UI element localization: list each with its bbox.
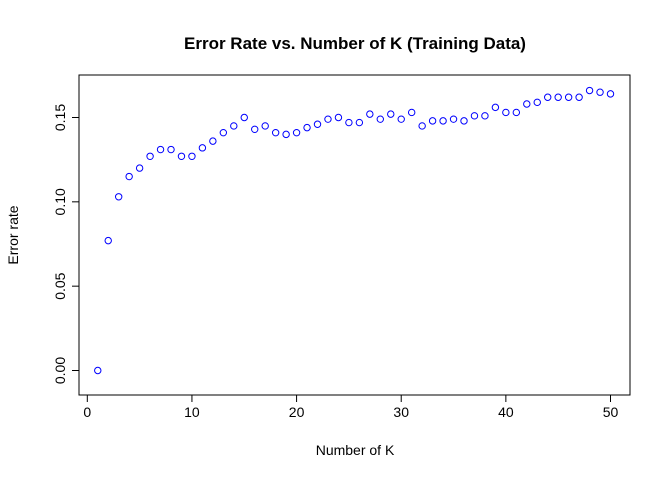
data-point (554, 93, 562, 101)
data-point (114, 193, 123, 201)
x-tick-label: 50 (603, 404, 619, 420)
data-point (407, 108, 416, 117)
data-point (156, 145, 165, 154)
data-point (292, 128, 301, 137)
data-point (596, 88, 604, 96)
data-point (460, 117, 468, 125)
data-point (313, 120, 322, 128)
y-axis: 0.00 0.05 0.10 0.15 (52, 104, 80, 384)
data-point (125, 172, 133, 181)
data-point (104, 236, 112, 245)
data-point (606, 90, 615, 98)
data-point (366, 110, 374, 118)
data-point (387, 110, 395, 118)
x-tick-label: 30 (393, 404, 409, 420)
data-point (345, 118, 353, 127)
data-point (324, 115, 332, 123)
data-point (470, 112, 479, 120)
data-point (198, 144, 207, 152)
data-point (146, 152, 154, 160)
data-point (523, 100, 531, 108)
data-point (334, 113, 343, 122)
x-tick-label: 20 (289, 404, 305, 420)
x-axis-label: Number of K (316, 442, 395, 458)
chart-title: Error Rate vs. Number of K (Training Dat… (184, 34, 526, 53)
data-point (397, 115, 405, 123)
data-point (585, 86, 594, 95)
data-points (94, 86, 615, 375)
data-point (251, 125, 259, 134)
x-tick-label: 40 (498, 404, 514, 420)
data-point (376, 115, 384, 123)
data-point (481, 112, 489, 120)
y-tick-label: 0.15 (52, 104, 68, 131)
data-point (439, 117, 447, 125)
y-tick-label: 0.00 (52, 357, 68, 384)
data-point (491, 103, 500, 112)
x-tick-label: 10 (184, 404, 200, 420)
data-point (355, 118, 364, 127)
y-tick-label: 0.10 (52, 188, 68, 215)
data-point (533, 98, 541, 107)
data-point (271, 128, 280, 137)
data-point (177, 152, 186, 160)
data-point (282, 130, 290, 139)
y-axis-label: Error rate (5, 205, 21, 264)
y-tick-label: 0.05 (52, 272, 68, 299)
data-point (303, 123, 311, 132)
data-point (219, 128, 228, 137)
data-point (240, 113, 248, 122)
data-point (502, 108, 510, 117)
x-tick-label: 0 (83, 404, 91, 420)
x-axis: 0 10 20 30 40 50 (83, 394, 619, 420)
data-point (544, 93, 552, 101)
data-point (135, 164, 144, 172)
data-point (230, 122, 238, 130)
data-point (261, 122, 269, 130)
data-point (167, 145, 175, 154)
data-point (209, 137, 217, 145)
data-point (564, 93, 573, 101)
data-point (512, 108, 521, 117)
data-point (418, 122, 426, 130)
data-point (449, 115, 458, 123)
data-point (94, 366, 102, 375)
data-point (575, 93, 583, 101)
data-point (428, 117, 437, 125)
plot-frame (78, 74, 631, 396)
data-point (188, 152, 196, 160)
